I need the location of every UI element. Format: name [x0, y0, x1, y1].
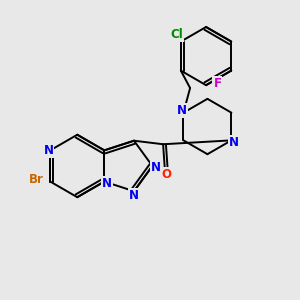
Text: N: N — [229, 136, 239, 148]
Text: N: N — [151, 161, 161, 174]
Text: O: O — [162, 168, 172, 181]
Text: Br: Br — [28, 173, 44, 186]
Text: N: N — [129, 189, 139, 202]
Text: Cl: Cl — [170, 28, 183, 41]
Text: F: F — [213, 77, 221, 90]
Text: N: N — [177, 104, 187, 117]
Text: N: N — [44, 144, 53, 157]
Text: N: N — [102, 177, 112, 190]
